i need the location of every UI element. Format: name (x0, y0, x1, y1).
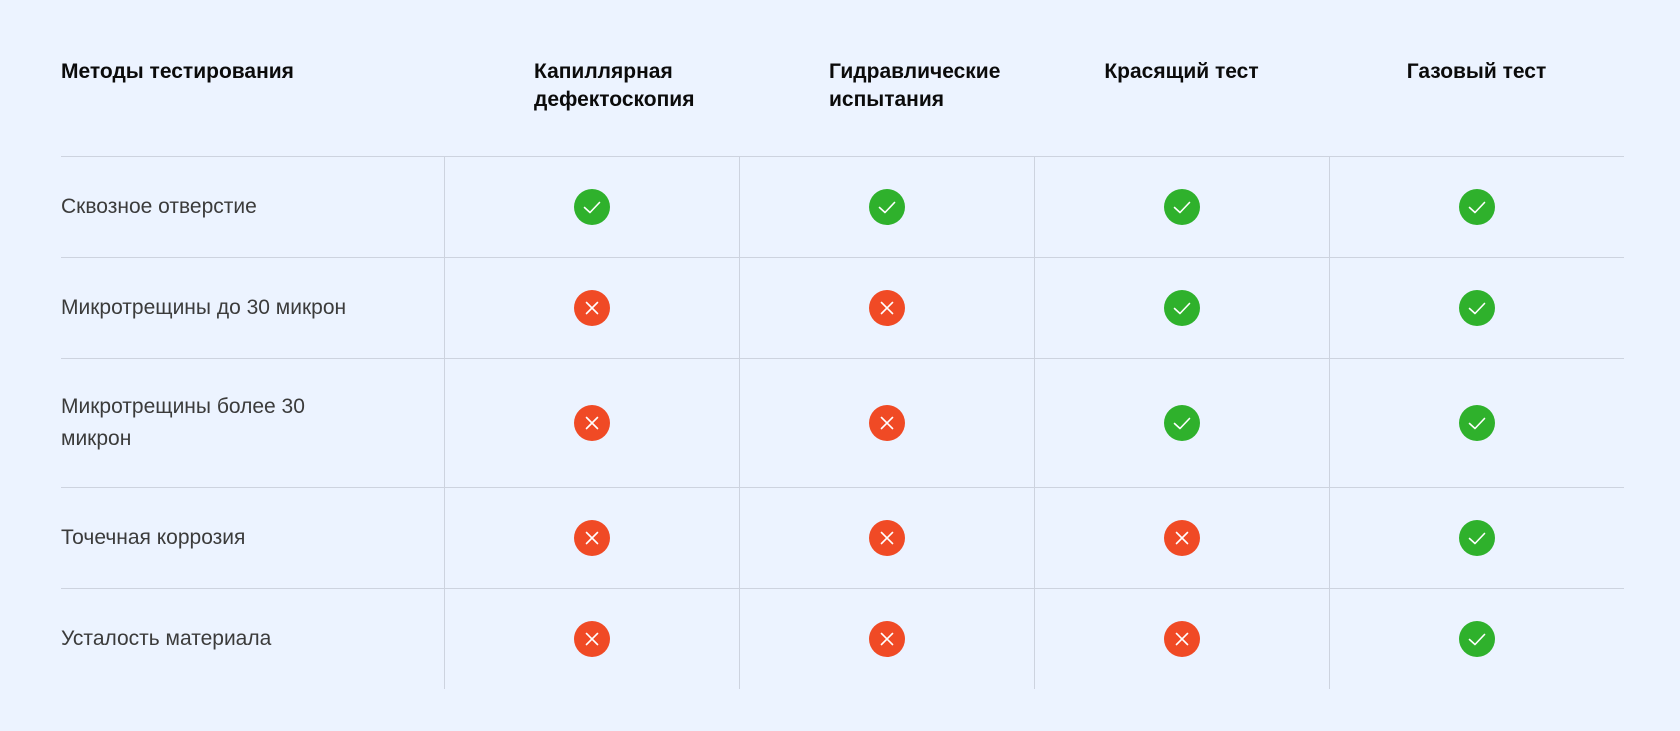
cross-icon (573, 405, 610, 441)
header-row: Методы тестирования Капиллярная дефектос… (61, 46, 1624, 157)
cross-icon (868, 520, 905, 556)
check-icon (1163, 405, 1200, 441)
result-cell (738, 588, 1034, 689)
result-cell (1033, 358, 1329, 488)
result-cell (1033, 588, 1329, 689)
header-method: Газовый тест (1329, 46, 1624, 157)
testing-methods-table: Методы тестирования Капиллярная дефектос… (61, 46, 1624, 689)
result-cell (1328, 257, 1624, 359)
header-method: Гидравлические испытания (739, 46, 1034, 157)
table-row: Сквозное отверстие (61, 156, 1624, 258)
result-cell (1328, 487, 1624, 589)
row-label: Точечная коррозия (61, 487, 444, 589)
result-cell (443, 358, 739, 488)
row-label: Микротрещины более 30 микрон (61, 358, 444, 488)
header-label: Методы тестирования (61, 46, 444, 157)
header-method: Капиллярная дефектоскопия (444, 46, 739, 157)
cross-icon (868, 621, 905, 657)
result-cell (738, 487, 1034, 589)
cross-icon (573, 621, 610, 657)
result-cell (1033, 487, 1329, 589)
result-cell (738, 358, 1034, 488)
table-row: Микротрещины до 30 микрон (61, 257, 1624, 359)
check-icon (1458, 520, 1495, 556)
cross-icon (1163, 621, 1200, 657)
result-cell (1328, 588, 1624, 689)
table-row: Микротрещины более 30 микрон (61, 358, 1624, 488)
result-cell (1033, 257, 1329, 359)
cross-icon (1163, 520, 1200, 556)
cross-icon (573, 290, 610, 326)
check-icon (1163, 189, 1200, 225)
result-cell (443, 487, 739, 589)
cross-icon (573, 520, 610, 556)
result-cell (738, 257, 1034, 359)
result-cell (443, 156, 739, 258)
result-cell (1328, 156, 1624, 258)
row-label: Сквозное отверстие (61, 156, 444, 258)
check-icon (1458, 405, 1495, 441)
table-row: Точечная коррозия (61, 487, 1624, 589)
result-cell (1033, 156, 1329, 258)
check-icon (1163, 290, 1200, 326)
table-row: Усталость материала (61, 588, 1624, 689)
result-cell (738, 156, 1034, 258)
header-method: Красящий тест (1034, 46, 1329, 157)
row-label: Микротрещины до 30 микрон (61, 257, 444, 359)
check-icon (1458, 189, 1495, 225)
row-label: Усталость материала (61, 627, 272, 650)
result-cell (443, 257, 739, 359)
result-cell (1328, 358, 1624, 488)
check-icon (1458, 621, 1495, 657)
cross-icon (868, 405, 905, 441)
check-icon (868, 189, 905, 225)
result-cell (443, 588, 739, 689)
cross-icon (868, 290, 905, 326)
check-icon (1458, 290, 1495, 326)
check-icon (573, 189, 610, 225)
